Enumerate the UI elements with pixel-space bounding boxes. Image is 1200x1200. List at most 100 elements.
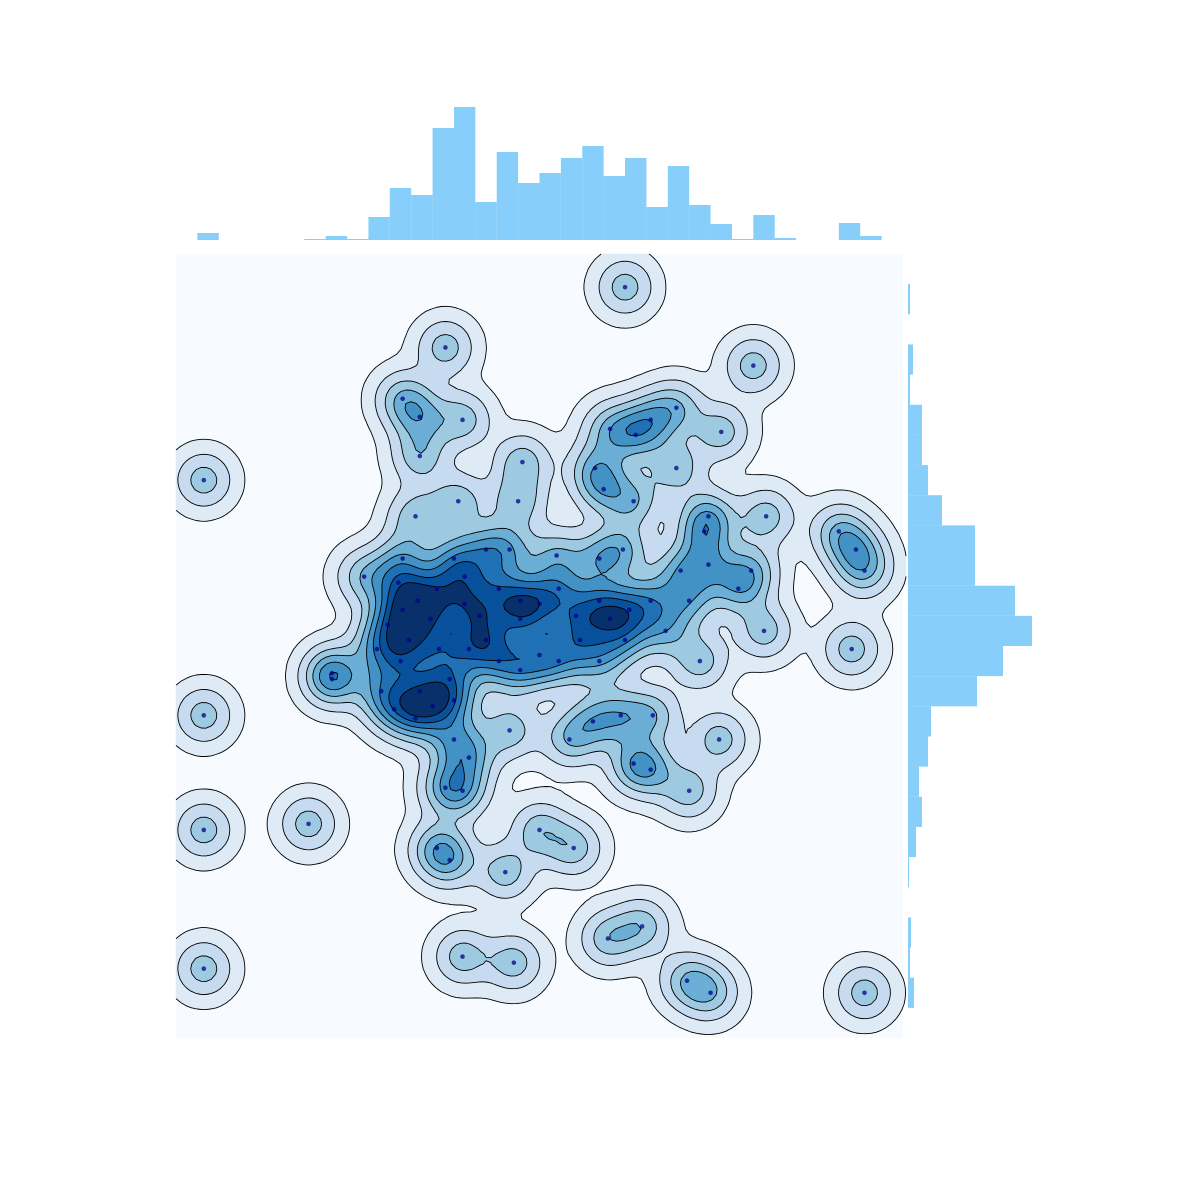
x-hist-bar <box>432 128 454 240</box>
scatter-point <box>684 978 690 984</box>
x-hist-bar <box>860 236 882 240</box>
scatter-point <box>571 845 577 851</box>
scatter-point <box>517 598 523 604</box>
x-hist-bar <box>560 158 583 240</box>
scatter-point <box>496 586 502 592</box>
contour-line <box>177 260 895 1022</box>
scatter-point <box>836 529 842 534</box>
scatter-point <box>537 827 542 833</box>
scatter-point <box>639 924 645 929</box>
y-hist-bar <box>908 555 975 586</box>
density-layer <box>175 253 907 1038</box>
scatter-point <box>434 845 440 851</box>
scatter-point <box>496 658 502 664</box>
scatter-point <box>674 465 679 471</box>
y-hist-bar <box>908 284 910 315</box>
scatter-point <box>378 688 384 694</box>
scatter-point <box>502 869 508 875</box>
x-hist-bar <box>475 202 497 240</box>
scatter-point <box>477 613 482 619</box>
contour-line <box>175 253 907 1036</box>
scatter-point <box>515 498 521 504</box>
scatter-point <box>329 676 335 682</box>
scatter-point <box>507 547 512 552</box>
contour-line <box>379 561 645 724</box>
scatter-point <box>648 417 653 423</box>
x-hist-bar <box>646 207 668 240</box>
scatter-point <box>201 477 207 483</box>
contour-line <box>190 273 886 1012</box>
scatter-point <box>400 607 405 613</box>
scatter-point <box>674 405 679 411</box>
scatter-point <box>853 547 859 552</box>
scatter-point <box>631 761 636 766</box>
scatter-point <box>862 568 867 573</box>
scatter-point <box>443 785 448 791</box>
scatter-point <box>607 426 613 432</box>
scatter-point <box>607 616 613 622</box>
scatter-point <box>663 628 668 634</box>
scatter-point <box>622 284 628 290</box>
scatter-point <box>554 553 559 558</box>
scatter-point <box>761 628 767 634</box>
scatter-point <box>511 960 517 965</box>
y-hist-bar <box>908 766 919 797</box>
scatter-point <box>462 574 467 579</box>
scatter-point <box>736 586 741 592</box>
scatter-point <box>430 704 435 709</box>
scatter-point <box>592 465 598 471</box>
x-hist-bar <box>197 233 219 240</box>
scatter-point <box>306 821 311 827</box>
scatter-point <box>447 676 452 682</box>
scatter-point <box>716 737 722 742</box>
scatter-point <box>618 713 624 718</box>
scatter-point <box>573 613 579 619</box>
scatter-point <box>400 556 405 561</box>
x-hist-bar <box>625 158 647 240</box>
scatter-point <box>436 646 442 652</box>
scatter-point <box>648 767 653 772</box>
x-hist-bar <box>689 205 711 240</box>
scatter-point <box>590 719 596 724</box>
scatter-point <box>483 637 489 643</box>
x-hist-bar <box>304 239 326 240</box>
scatter-point <box>708 990 713 996</box>
scatter-point <box>706 562 711 567</box>
scatter-point <box>597 556 602 561</box>
scatter-point <box>601 486 606 492</box>
scatter-point <box>413 716 418 721</box>
scatter-point <box>413 514 418 519</box>
scatter-point <box>862 990 867 996</box>
scatter-point <box>201 827 207 833</box>
scatter-point <box>201 966 207 971</box>
scatter-point <box>417 414 423 420</box>
contour-layer <box>175 253 907 1036</box>
x-hist-bar <box>496 152 519 240</box>
scatter-point <box>597 658 602 664</box>
scatter-point <box>631 498 636 504</box>
y-hist-bar <box>908 404 922 435</box>
scatter-layer <box>201 284 867 996</box>
x-hist-bar <box>325 236 348 240</box>
x-hist-bar <box>518 183 540 240</box>
scatter-point <box>567 737 572 742</box>
scatter-point <box>428 616 433 622</box>
y-hist-bar <box>908 434 922 466</box>
scatter-point <box>751 363 756 368</box>
contour-line <box>319 401 870 865</box>
scatter-point <box>460 788 465 794</box>
scatter-point <box>451 697 457 703</box>
scatter-point <box>537 652 542 658</box>
x-hist-bar <box>838 223 861 240</box>
y-hist-bar <box>908 646 1003 677</box>
scatter-point <box>385 622 390 628</box>
scatter-point <box>627 607 632 613</box>
scatter-point <box>507 728 512 733</box>
scatter-point <box>391 707 397 712</box>
x-hist-bar <box>368 217 390 240</box>
x-hist-bar <box>411 195 433 240</box>
contour-line <box>312 389 878 1003</box>
y-hist-bar <box>908 585 1015 616</box>
scatter-point <box>466 646 472 652</box>
